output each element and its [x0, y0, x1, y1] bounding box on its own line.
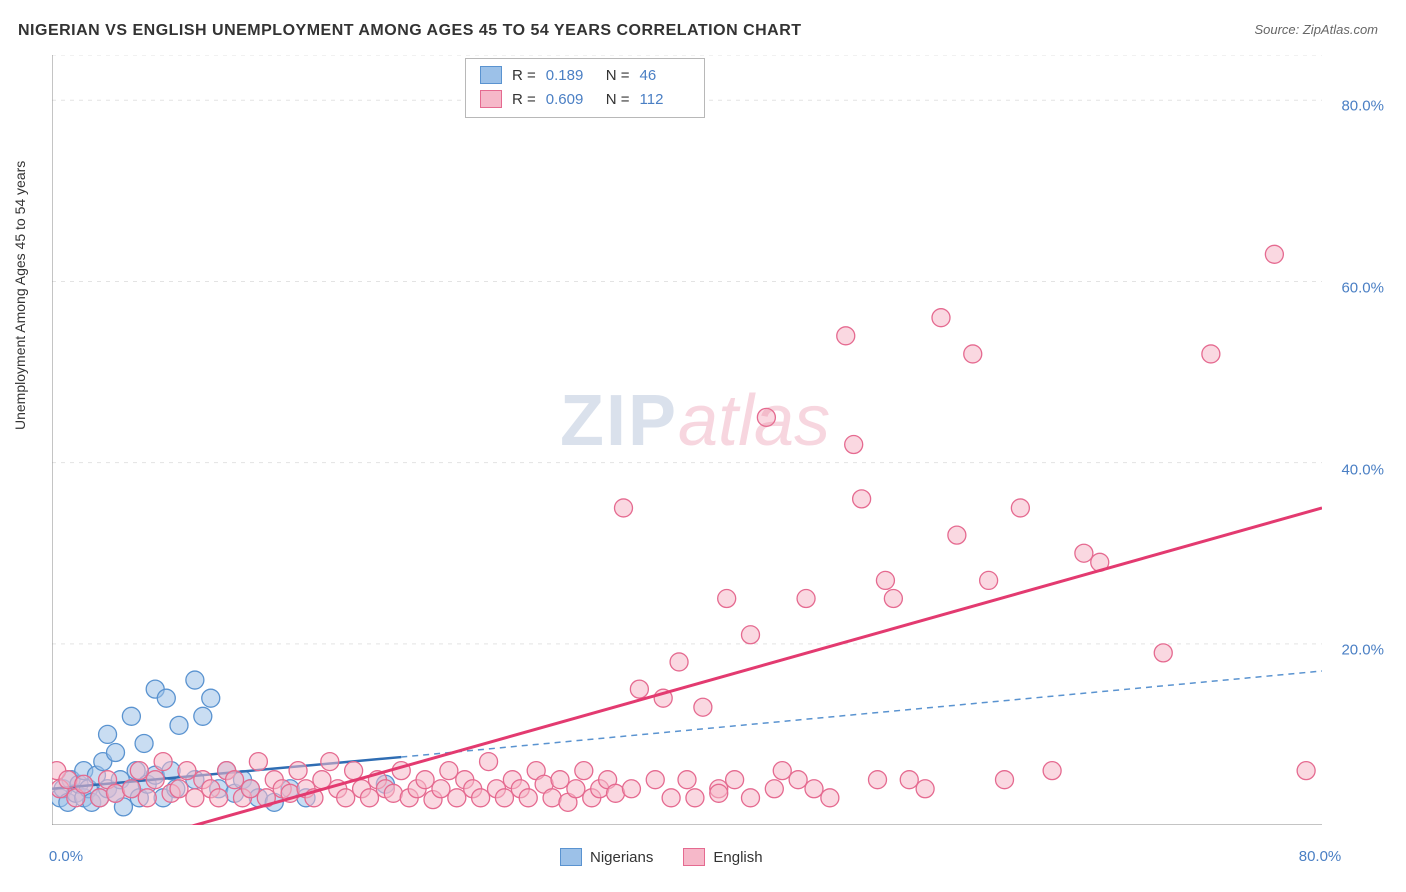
- stats-row-english: R = 0.609 N = 112: [480, 87, 690, 111]
- x-tick-end: 80.0%: [1299, 848, 1342, 865]
- legend-label-english: English: [713, 849, 762, 866]
- plot-area: [52, 55, 1322, 825]
- r-label: R =: [512, 67, 536, 84]
- bottom-legend: Nigerians English: [560, 848, 763, 866]
- stats-box: R = 0.189 N = 46 R = 0.609 N = 112: [465, 58, 705, 118]
- n-label: N =: [606, 91, 630, 108]
- correlation-chart: NIGERIAN VS ENGLISH UNEMPLOYMENT AMONG A…: [0, 0, 1406, 892]
- y-tick-60: 60.0%: [1341, 280, 1384, 297]
- y-tick-20: 20.0%: [1341, 642, 1384, 659]
- x-tick-origin: 0.0%: [49, 848, 83, 865]
- chart-source: Source: ZipAtlas.com: [1254, 22, 1378, 37]
- chart-svg: [52, 55, 1322, 825]
- r-value-english: 0.609: [546, 91, 596, 108]
- legend-swatch-nigerians: [560, 848, 582, 866]
- n-value-english: 112: [640, 91, 690, 108]
- swatch-nigerians: [480, 66, 502, 84]
- legend-item-nigerians: Nigerians: [560, 848, 653, 866]
- n-value-nigerians: 46: [640, 67, 690, 84]
- legend-item-english: English: [683, 848, 762, 866]
- chart-title: NIGERIAN VS ENGLISH UNEMPLOYMENT AMONG A…: [18, 22, 802, 40]
- swatch-english: [480, 90, 502, 108]
- r-label: R =: [512, 91, 536, 108]
- y-tick-80: 80.0%: [1341, 98, 1384, 115]
- legend-label-nigerians: Nigerians: [590, 849, 653, 866]
- stats-row-nigerians: R = 0.189 N = 46: [480, 63, 690, 87]
- y-axis-label: Unemployment Among Ages 45 to 54 years: [12, 161, 28, 430]
- n-label: N =: [606, 67, 630, 84]
- legend-swatch-english: [683, 848, 705, 866]
- y-tick-40: 40.0%: [1341, 462, 1384, 479]
- r-value-nigerians: 0.189: [546, 67, 596, 84]
